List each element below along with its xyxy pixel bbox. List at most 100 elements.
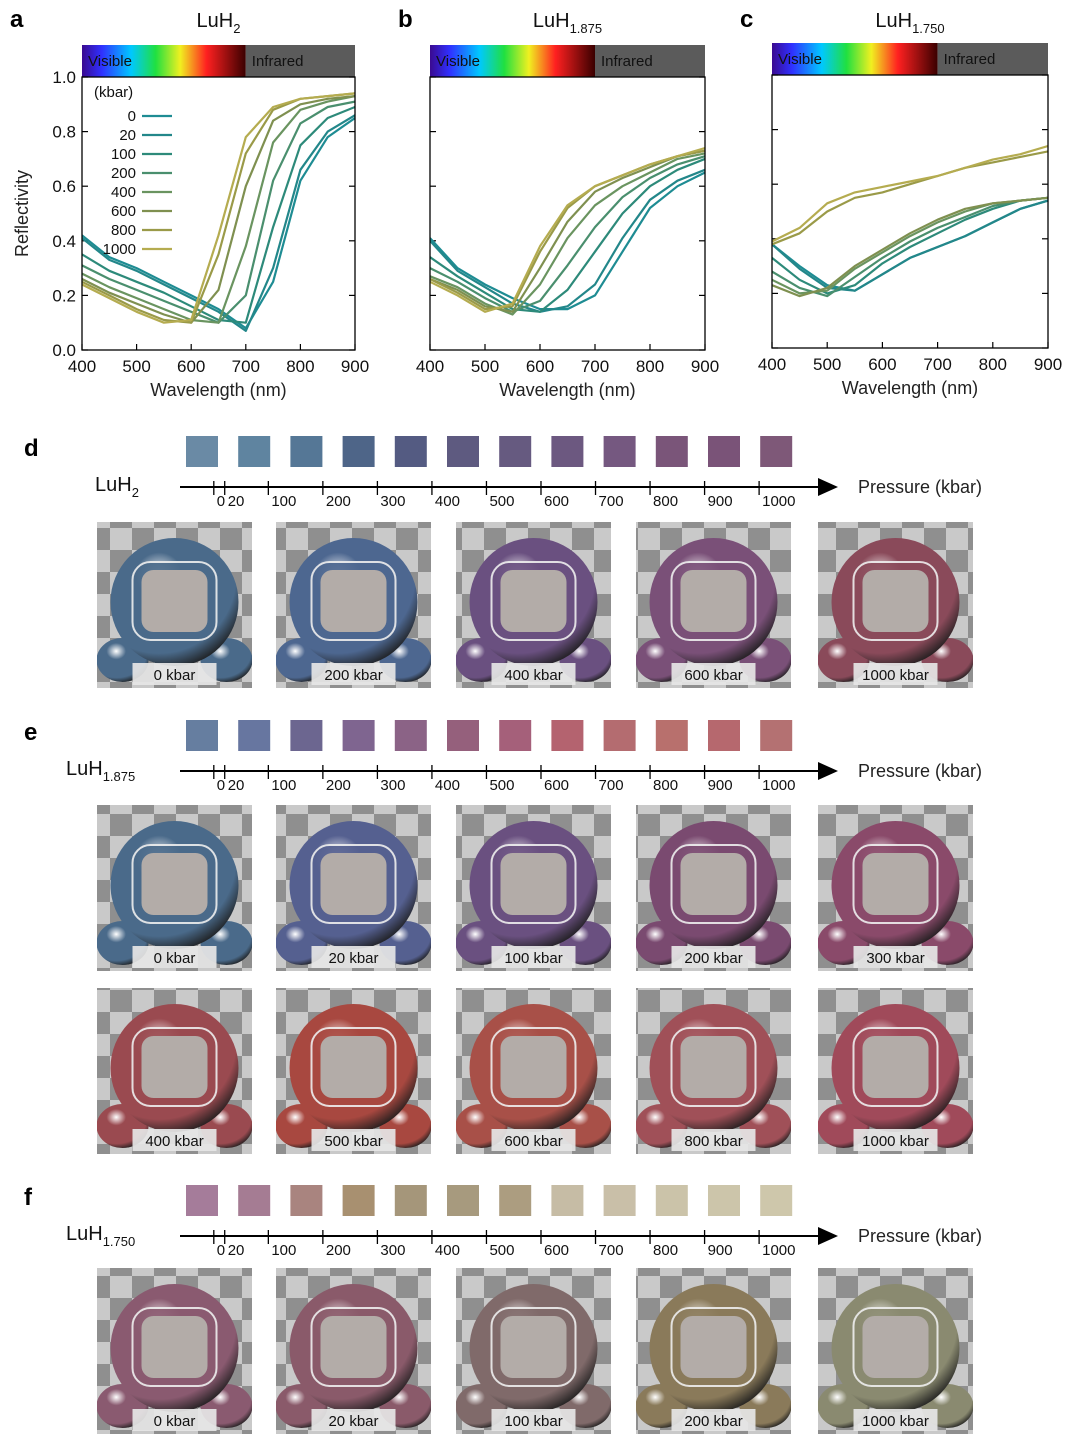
color-swatch (708, 720, 740, 751)
color-swatch (343, 1185, 375, 1216)
color-swatch (447, 1185, 479, 1216)
chart-title-subscript: 2 (233, 21, 240, 36)
window (863, 570, 929, 632)
pressure-tick-label: 800 (653, 1242, 678, 1259)
render-label: 1000 kbar (862, 1133, 929, 1150)
pressure-tick-label: 700 (599, 1242, 624, 1259)
color-swatch (343, 436, 375, 467)
pressure-tick-label: 300 (380, 1242, 405, 1259)
render: 200 kbar (636, 805, 792, 971)
render-label: 100 kbar (504, 1413, 562, 1430)
render-label: 300 kbar (866, 950, 924, 967)
window (321, 1036, 387, 1098)
x-tick-label: 600 (868, 355, 896, 374)
window (321, 1316, 387, 1378)
axis-arrow (818, 762, 838, 780)
pressure-tick-label: 800 (653, 777, 678, 794)
color-swatch (238, 720, 270, 751)
pressure-axis-label: Pressure (kbar) (858, 477, 982, 497)
pressure-tick-label: 1000 (762, 493, 795, 510)
window (681, 853, 747, 915)
y-tick-label: 1.0 (52, 68, 76, 87)
x-tick-label: 400 (416, 357, 444, 376)
render: 1000 kbar (818, 1268, 974, 1434)
color-swatch (499, 720, 531, 751)
render: 1000 kbar (818, 988, 974, 1154)
chart-title-subscript: 1.875 (570, 21, 603, 36)
color-swatch (760, 1185, 792, 1216)
render-label: 200 kbar (684, 950, 742, 967)
color-swatch (656, 436, 688, 467)
pressure-tick-label: 400 (435, 493, 460, 510)
infrared-label: Infrared (252, 53, 304, 70)
pressure-tick-label: 20 (228, 1242, 245, 1259)
y-axis-label: Reflectivity (12, 170, 32, 257)
legend-label: 600 (111, 203, 136, 220)
color-swatch (290, 436, 322, 467)
x-tick-label: 600 (177, 357, 205, 376)
color-swatch (760, 720, 792, 751)
x-tick-label: 900 (1034, 355, 1062, 374)
x-tick-label: 500 (813, 355, 841, 374)
color-swatch (760, 436, 792, 467)
color-swatch (343, 720, 375, 751)
series-line (772, 201, 1048, 291)
color-swatch (447, 720, 479, 751)
color-swatch (551, 1185, 583, 1216)
pressure-tick-label: 200 (326, 1242, 351, 1259)
window (501, 570, 567, 632)
series-line (772, 151, 1048, 244)
render: 400 kbar (97, 988, 253, 1154)
render-label: 0 kbar (154, 667, 196, 684)
color-swatch (186, 436, 218, 467)
color-swatch (186, 720, 218, 751)
color-swatch (447, 436, 479, 467)
render-label: 100 kbar (504, 950, 562, 967)
legend-label: 20 (119, 127, 136, 144)
pressure-tick-label: 300 (380, 777, 405, 794)
render-label: 800 kbar (684, 1133, 742, 1150)
render: 200 kbar (636, 1268, 792, 1434)
legend-label: 1000 (103, 241, 136, 258)
pressure-tick-label: 700 (599, 493, 624, 510)
color-swatch (551, 720, 583, 751)
y-tick-label: 0.8 (52, 123, 76, 142)
x-tick-label: 800 (979, 355, 1007, 374)
pressure-tick-label: 300 (380, 493, 405, 510)
color-swatch (604, 1185, 636, 1216)
render-label: 20 kbar (328, 950, 378, 967)
pressure-tick-label: 100 (271, 493, 296, 510)
render: 0 kbar (97, 522, 253, 688)
window (501, 1036, 567, 1098)
render: 1000 kbar (818, 522, 974, 688)
x-axis-label: Wavelength (nm) (150, 380, 286, 400)
plot-frame (772, 75, 1048, 348)
window (142, 570, 208, 632)
pressure-axis-label: Pressure (kbar) (858, 761, 982, 781)
color-swatch (395, 720, 427, 751)
pressure-axis-label: Pressure (kbar) (858, 1226, 982, 1246)
window (681, 570, 747, 632)
pressure-tick-label: 200 (326, 777, 351, 794)
render-label: 200 kbar (324, 667, 382, 684)
window (501, 1316, 567, 1378)
render-label: 1000 kbar (862, 667, 929, 684)
render-label: 20 kbar (328, 1413, 378, 1430)
pressure-tick-label: 20 (228, 493, 245, 510)
render-label: 0 kbar (154, 950, 196, 967)
x-tick-label: 500 (122, 357, 150, 376)
color-swatch (708, 1185, 740, 1216)
chart-title: LuH2 (197, 10, 241, 36)
color-swatch (604, 436, 636, 467)
render: 600 kbar (456, 988, 612, 1154)
render-label: 600 kbar (684, 667, 742, 684)
x-tick-label: 700 (581, 357, 609, 376)
render: 100 kbar (456, 1268, 612, 1434)
pressure-tick-label: 700 (599, 777, 624, 794)
color-swatch (656, 1185, 688, 1216)
chart-title: LuH1.750 (875, 10, 944, 36)
pressure-tick-label: 900 (708, 1242, 733, 1259)
color-swatch (395, 436, 427, 467)
pressure-tick-label: 0 (217, 1242, 225, 1259)
pressure-tick-label: 800 (653, 493, 678, 510)
